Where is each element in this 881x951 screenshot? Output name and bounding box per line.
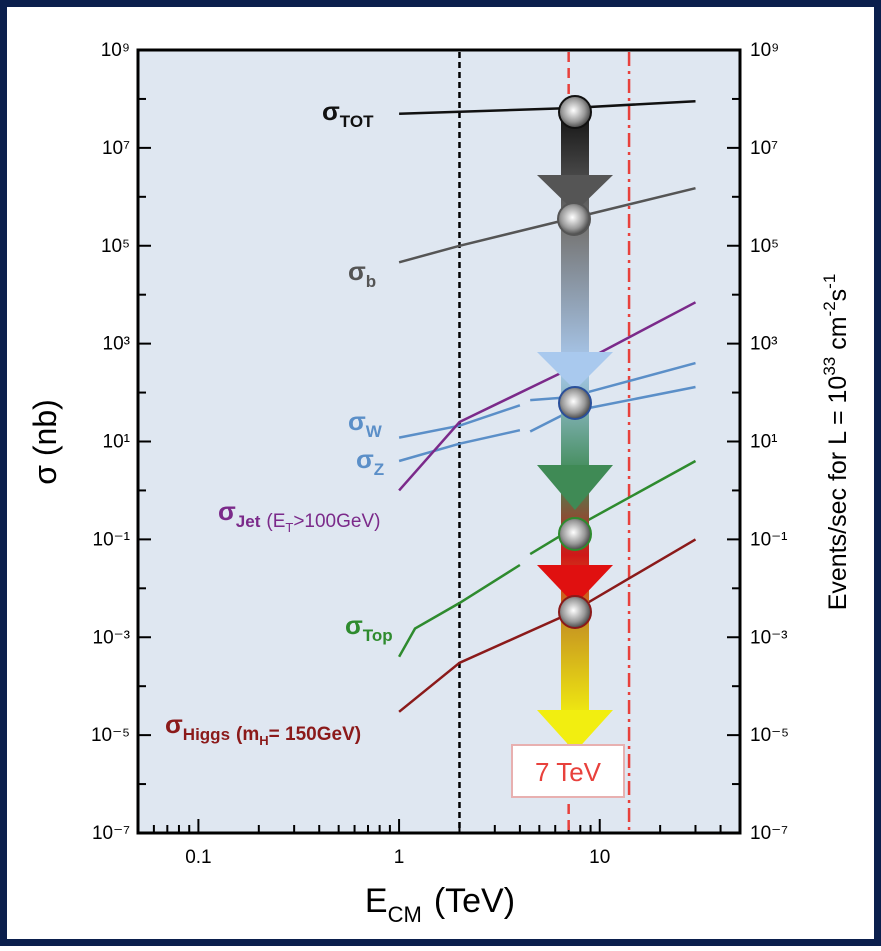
y2-tick-label: 10¹ <box>750 432 777 453</box>
series-label: σJet (ET>100GeV) <box>218 496 380 535</box>
series-label: σHiggs (mH= 150GeV) <box>165 709 361 748</box>
series-symbol: σ <box>348 406 366 436</box>
y2-tick-label: 10⁹ <box>750 40 779 61</box>
y-tick-label: 10⁵ <box>101 236 130 257</box>
series-subscript: b <box>366 272 376 291</box>
annotation-box <box>511 744 625 798</box>
x-tick-label: 0.1 <box>185 847 211 868</box>
series-subscript: Higgs <box>183 725 230 744</box>
series-subscript: Jet <box>236 512 261 531</box>
shifted-text: CM <box>388 902 422 927</box>
shifted-text: H <box>259 733 268 748</box>
text-part: (E <box>266 511 285 532</box>
text-part: (TeV) <box>434 882 515 920</box>
series-symbol: σ <box>165 709 183 739</box>
series-label: σb <box>348 256 376 291</box>
y-tick-label: 10⁷ <box>102 138 130 159</box>
series-symbol: σ <box>322 96 340 126</box>
text-part: cm <box>824 316 852 356</box>
series-symbol: σ <box>348 256 366 286</box>
series-symbol: σ <box>356 444 374 474</box>
text-part: (m <box>236 724 259 745</box>
point-marker <box>558 386 592 420</box>
series-note: (mH= 150GeV) <box>236 724 361 748</box>
series-label: σZ <box>356 444 384 479</box>
series-label: σW <box>348 406 383 441</box>
arrow <box>537 95 613 752</box>
y-tick-label: 10⁹ <box>101 40 130 61</box>
y2-tick-label: 10⁷ <box>750 138 778 159</box>
y2-tick-label: 10⁻³ <box>750 627 788 648</box>
shifted-text: T <box>285 520 293 535</box>
shifted-text: -1 <box>820 274 839 289</box>
series-subscript: W <box>366 422 383 441</box>
y2-tick-label: 10⁻⁵ <box>750 725 789 746</box>
y-tick-label: 10¹ <box>103 432 130 453</box>
plot-area <box>136 48 742 835</box>
series-subscript: TOT <box>340 112 374 131</box>
point-marker <box>558 95 592 129</box>
y-tick-label: 10⁻³ <box>93 627 131 648</box>
x-tick-label: 10 <box>589 847 610 868</box>
arrow-head <box>537 352 613 390</box>
series-label: σTOT <box>322 96 374 131</box>
series-line <box>398 538 697 713</box>
arrow-head <box>537 175 613 212</box>
y-tick-label: 10³ <box>103 334 130 355</box>
y2-tick-label: 10⁻⁷ <box>750 823 788 844</box>
series-line <box>398 186 696 264</box>
x-axis-title: ECM (TeV) <box>365 882 515 927</box>
arrow-head <box>537 465 613 510</box>
text-part: = 150GeV) <box>269 724 361 745</box>
point-marker <box>558 595 592 629</box>
y-axis-title: σ (nb) <box>27 399 63 485</box>
series-symbol: σ <box>345 610 363 640</box>
y2-tick-label: 10⁻¹ <box>750 529 788 550</box>
x-tick-label: 1 <box>394 847 405 868</box>
series-subscript: Z <box>374 460 384 479</box>
y2-tick-label: 10³ <box>750 334 777 355</box>
series-note: (ET>100GeV) <box>266 511 380 535</box>
series-label: σTop <box>345 610 393 645</box>
annotation: 7 TeV <box>535 757 602 787</box>
y2-axis-title: Events/sec for L = 1033 cm-2s-1 <box>820 274 852 611</box>
text-part: s <box>824 289 852 302</box>
series-line <box>398 301 697 492</box>
arrow-head <box>537 565 613 605</box>
series-symbol: σ <box>218 496 236 526</box>
y-tick-label: 10⁻⁷ <box>92 823 130 844</box>
shifted-text: 33 <box>820 357 839 376</box>
text-part: >100GeV) <box>293 511 380 532</box>
marks: 10⁹ 10⁷ 10⁵ 10³ 10¹ 10⁻¹ 10⁻³ 10⁻⁵ 10⁻⁷ 10⁹ 10⁷ 10⁵… <box>91 40 789 868</box>
shifted-text: -2 <box>820 301 839 316</box>
point-marker <box>557 202 591 236</box>
arrow-head <box>537 710 613 752</box>
point-marker <box>558 517 592 551</box>
text-part: E <box>365 882 388 920</box>
series-subscript: Top <box>363 626 393 645</box>
y-tick-label: 10⁻¹ <box>93 529 131 550</box>
y2-tick-label: 10⁵ <box>750 236 779 257</box>
y-tick-label: 10⁻⁵ <box>91 725 130 746</box>
text-part: Events/sec for L = 10 <box>824 376 852 611</box>
